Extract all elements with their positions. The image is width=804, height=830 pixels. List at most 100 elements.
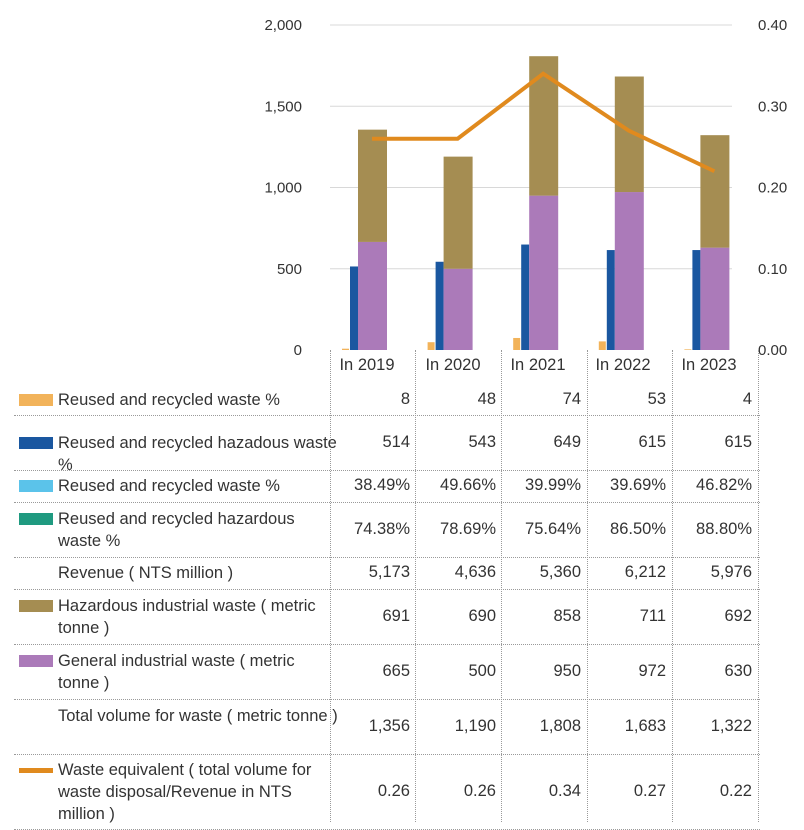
table-cell: 48	[477, 390, 496, 408]
table-row: General industrial waste ( metric tonne …	[14, 644, 760, 700]
table-cell: 75.64%	[525, 519, 581, 538]
table-cell: 86.50%	[610, 519, 666, 538]
table-cell: 1,683	[624, 716, 666, 735]
table-cell: 1,190	[454, 716, 496, 735]
left-axis-tick-label: 500	[277, 261, 302, 278]
right-axis-tick-label: 0.00	[758, 342, 787, 359]
reused-recycled-waste-bar	[513, 337, 521, 350]
right-axis-tick-label: 0.30	[758, 98, 787, 115]
reused-recycled-hazardous-bar	[692, 250, 701, 350]
year-label: In 2019	[339, 356, 395, 374]
table-cell: 615	[724, 432, 752, 451]
table-cell: 1,808	[539, 716, 581, 735]
column-separator	[415, 350, 416, 822]
row-label: Reused and recycled hazardous waste %	[58, 509, 295, 550]
general-industrial-waste-bar	[614, 192, 644, 350]
legend-swatch	[19, 512, 53, 525]
table-cell: 8	[400, 390, 410, 408]
table-row: Reused and recycled hazardous waste % 74.…	[14, 502, 760, 558]
reused-recycled-waste-bar	[427, 342, 435, 350]
hazardous-industrial-waste-bar	[529, 56, 559, 196]
reused-recycled-waste-bar	[342, 348, 349, 350]
table-cell: 4,636	[454, 563, 496, 581]
table-cell: 74.38%	[354, 519, 410, 538]
table-cell: 690	[468, 606, 496, 625]
table-cell: 78.69%	[440, 519, 496, 538]
table-cell: 543	[468, 432, 496, 451]
row-label: General industrial waste ( metric tonne …	[58, 651, 295, 692]
waste-equivalent-line	[372, 71, 716, 174]
table-cell: 5,360	[539, 563, 581, 581]
legend-swatch	[19, 767, 53, 773]
year-label: In 2021	[510, 356, 566, 374]
legend-swatch	[19, 394, 53, 406]
table-cell: 950	[553, 661, 581, 680]
legend-swatch	[19, 599, 53, 612]
row-label: Hazardous industrial waste ( metric tonn…	[58, 596, 316, 637]
right-axis-tick-label: 0.40	[758, 17, 787, 34]
general-industrial-waste-bar	[443, 268, 473, 350]
table-cell: 711	[639, 606, 666, 625]
table-cell: 39.69%	[610, 476, 666, 494]
legend-swatch	[19, 654, 53, 667]
row-label: Reused and recycled hazadous waste %	[58, 433, 337, 474]
reused-recycled-hazardous-bar	[521, 244, 530, 350]
table-cell: 46.82%	[696, 476, 752, 494]
row-label: Reused and recycled waste %	[58, 477, 280, 495]
hazardous-industrial-waste-bar	[358, 129, 387, 242]
column-separator	[587, 350, 588, 822]
table-cell: 5,976	[710, 563, 752, 581]
table-row: Reused and recycled waste % 8 48 74 53 4	[14, 385, 760, 416]
table-cell: 1,322	[710, 716, 752, 735]
table-cell: 649	[553, 432, 581, 451]
table-cell: 692	[724, 606, 752, 625]
table-row: Waste equivalent ( total volume for wast…	[14, 754, 760, 830]
table-cell: 972	[638, 661, 666, 680]
table-cell: 38.49%	[354, 476, 410, 494]
reused-recycled-hazardous-bar	[435, 261, 444, 350]
table-row: Reused and recycled waste % 38.49% 49.66% 3…	[14, 470, 760, 503]
table-cell: 0.22	[719, 781, 752, 800]
column-separator	[758, 350, 759, 822]
hazardous-industrial-waste-bar	[700, 135, 730, 248]
row-label: Reused and recycled waste %	[58, 391, 280, 409]
hazardous-industrial-waste-bar	[443, 156, 473, 269]
table-cell: 514	[382, 432, 410, 451]
table-cell: 858	[553, 606, 581, 625]
general-industrial-waste-bar	[358, 241, 387, 350]
column-separator	[672, 350, 673, 822]
general-industrial-waste-bar	[700, 247, 730, 350]
table-cell: 665	[382, 661, 410, 680]
left-axis-tick-label: 1,500	[264, 98, 302, 115]
general-industrial-waste-bar	[529, 195, 559, 350]
row-label: Total volume for waste ( metric tonne )	[58, 706, 338, 725]
table-cell: 0.26	[463, 781, 496, 800]
table-cell: 88.80%	[696, 519, 752, 538]
table-cell: 615	[638, 432, 666, 451]
column-separator	[330, 350, 331, 822]
table-cell: 39.99%	[525, 476, 581, 494]
table-cell: 0.26	[377, 781, 410, 800]
reused-recycled-waste-bar	[684, 349, 692, 350]
table-cell: 630	[724, 661, 752, 680]
left-axis-tick-label: 2,000	[264, 17, 302, 34]
table-cell: 0.27	[633, 781, 666, 800]
year-label: In 2022	[595, 356, 651, 374]
year-label: In 2020	[425, 356, 481, 374]
table-cell: 691	[382, 606, 410, 625]
table-cell: 74	[562, 390, 581, 408]
table-cell: 5,173	[368, 563, 410, 581]
table-row: Hazardous industrial waste ( metric tonn…	[14, 589, 760, 645]
left-axis-tick-label: 1,000	[264, 180, 302, 197]
right-axis-tick-label: 0.20	[758, 180, 787, 197]
legend-swatch	[19, 480, 53, 492]
table-row: Reused and recycled hazadous waste % 514 5…	[14, 415, 760, 474]
right-axis-tick-label: 0.10	[758, 261, 787, 278]
table-cell: 500	[468, 661, 496, 680]
table-row: Revenue ( NTS million ) 5,173 4,636 5,360 6,…	[14, 557, 760, 590]
table-cell: 1,356	[368, 716, 410, 735]
table-cell: 49.66%	[440, 476, 496, 494]
table-cell: 53	[647, 390, 666, 408]
table-cell: 6,212	[624, 563, 666, 581]
